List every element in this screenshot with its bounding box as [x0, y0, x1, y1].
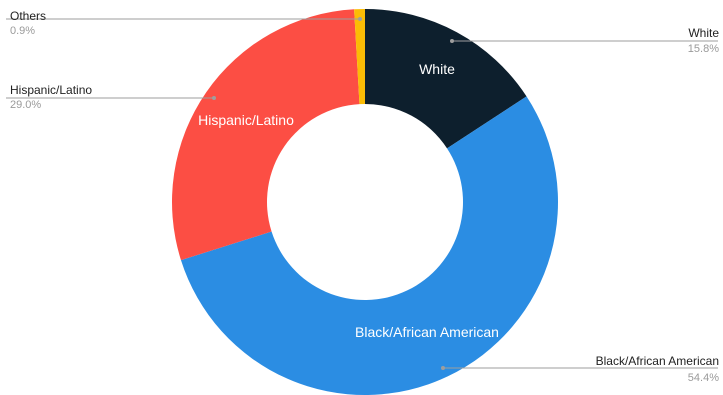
outer-label-white: White: [688, 26, 719, 40]
inner-label-hispanic-latino: Hispanic/Latino: [198, 112, 294, 128]
outer-label-black-african-american: Black/African American: [596, 354, 719, 368]
leader-dot-black-african-american: [441, 366, 445, 370]
slice-white: [365, 9, 527, 149]
slice-black-african-american: [180, 96, 558, 395]
outer-label-hispanic-latino: Hispanic/Latino: [10, 83, 92, 97]
inner-label-black-african-american: Black/African American: [355, 324, 499, 340]
leader-dot-hispanic-latino: [212, 96, 216, 100]
outer-label-others: Others: [10, 9, 46, 23]
percent-label-white: 15.8%: [688, 43, 719, 55]
slice-hispanic-latino: [172, 9, 360, 261]
slice-others: [354, 9, 365, 105]
leader-dot-white: [450, 39, 454, 43]
percent-label-hispanic-latino: 29.0%: [10, 99, 41, 111]
percent-label-others: 0.9%: [10, 25, 35, 37]
percent-label-black-african-american: 54.4%: [688, 372, 719, 384]
leader-dot-others: [358, 17, 362, 21]
inner-label-white: White: [419, 61, 455, 77]
